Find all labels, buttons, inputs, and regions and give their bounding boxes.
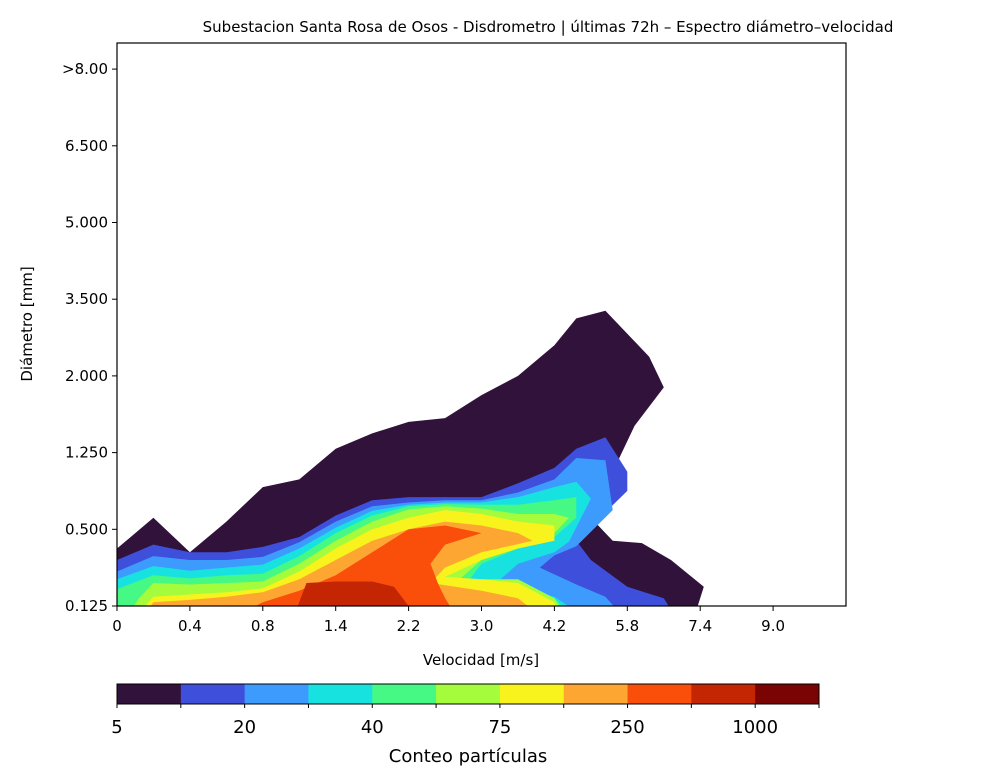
chart-title: Subestacion Santa Rosa de Osos - Disdrom… xyxy=(203,18,894,36)
y-tick-label: 1.250 xyxy=(65,444,108,462)
colorbar-label: Conteo partículas xyxy=(389,746,547,767)
plot-area xyxy=(117,43,846,606)
contour-level-10 xyxy=(297,581,409,606)
y-tick-label: 6.500 xyxy=(65,137,108,155)
colorbar-tick-label: 75 xyxy=(488,717,511,738)
colorbar-swatch xyxy=(499,684,565,704)
colorbar-swatch xyxy=(180,684,246,704)
y-axis-ticks: 0.125 0.500 1.250 2.000 3.500 5.000 6.500 >8.00 xyxy=(62,60,117,615)
y-axis-label: Diámetro [mm] xyxy=(18,266,36,381)
y-tick-label: 2.000 xyxy=(65,367,108,385)
y-tick-label: >8.00 xyxy=(62,60,108,78)
x-tick-label: 0.4 xyxy=(178,617,202,635)
x-tick-label: 7.4 xyxy=(688,617,712,635)
colorbar-swatch xyxy=(755,684,820,704)
colorbar-swatch xyxy=(244,684,309,704)
colorbar-swatch xyxy=(372,684,437,704)
x-tick-label: 4.2 xyxy=(542,617,566,635)
contour-fills xyxy=(117,310,704,606)
x-axis-label: Velocidad [m/s] xyxy=(423,651,539,669)
colorbar-tick-label: 1000 xyxy=(732,717,778,738)
colorbar: 5 20 40 75 250 1000 xyxy=(111,683,820,738)
x-tick-label: 0.8 xyxy=(251,617,275,635)
colorbar-tick-label: 20 xyxy=(233,717,256,738)
colorbar-frame xyxy=(116,683,820,705)
colorbar-tick-label: 40 xyxy=(361,717,384,738)
y-tick-label: 5.000 xyxy=(65,214,108,232)
colorbar-swatch xyxy=(563,684,629,704)
x-tick-label: 5.8 xyxy=(615,617,639,635)
colorbar-swatch xyxy=(627,684,692,704)
x-tick-label: 9.0 xyxy=(761,617,785,635)
colorbar-swatch xyxy=(308,684,373,704)
colorbar-tick-label: 250 xyxy=(610,717,644,738)
y-tick-label: 3.500 xyxy=(65,290,108,308)
x-tick-label: 2.2 xyxy=(397,617,421,635)
x-axis-ticks: 0 0.4 0.8 1.4 2.2 3.0 4.2 5.8 7.4 9.0 xyxy=(112,606,785,635)
x-tick-label: 0 xyxy=(112,617,122,635)
y-tick-label: 0.500 xyxy=(65,520,108,538)
y-tick-label: 0.125 xyxy=(65,597,108,615)
colorbar-swatch xyxy=(436,684,501,704)
colorbar-swatch xyxy=(117,684,182,704)
x-tick-label: 1.4 xyxy=(324,617,348,635)
colorbar-swatch xyxy=(691,684,756,704)
colorbar-tick-label: 5 xyxy=(111,717,122,738)
x-tick-label: 3.0 xyxy=(470,617,494,635)
